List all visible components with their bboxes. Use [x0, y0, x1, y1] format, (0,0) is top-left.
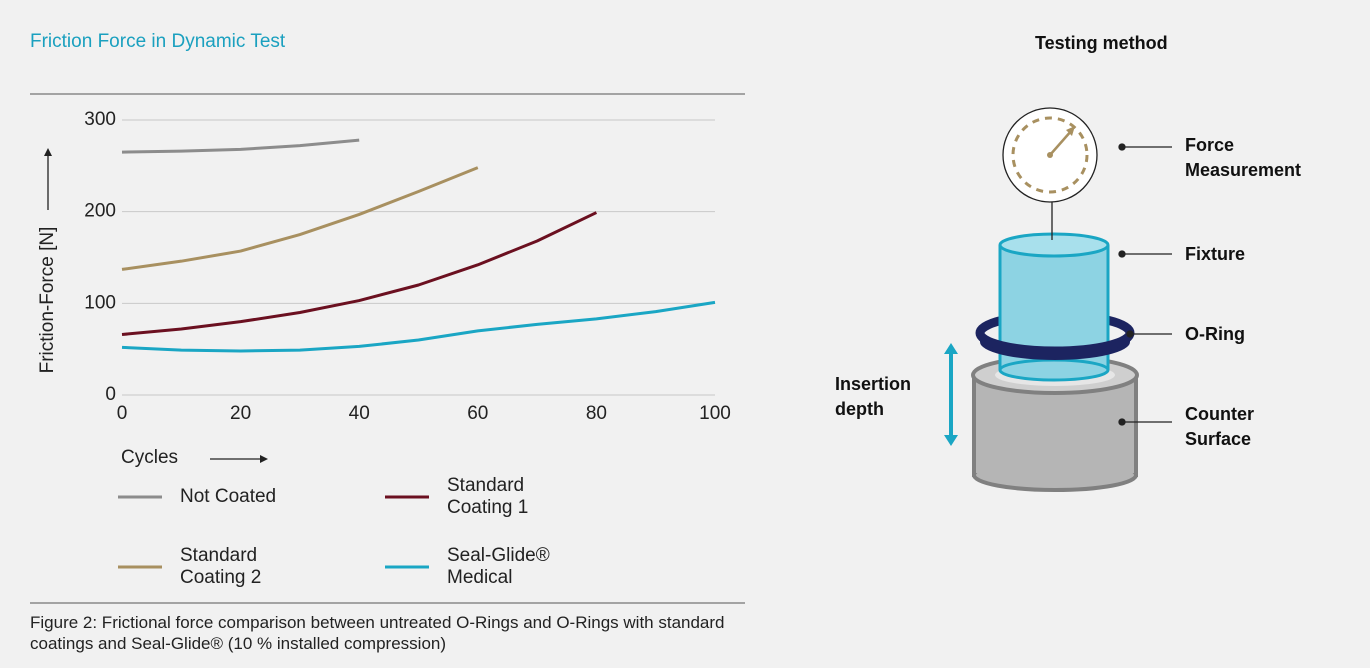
y-tick-label: 100 [84, 292, 116, 313]
diagram-label: O-Ring [1185, 324, 1245, 344]
y-tick-label: 300 [84, 109, 116, 130]
gauge-pivot [1047, 152, 1053, 158]
legend-label: Not Coated [180, 486, 277, 507]
diagram [944, 107, 1172, 492]
y-axis-label: Friction-Force [N] [37, 227, 58, 374]
gauge-needle [1049, 129, 1073, 156]
diagram-label: Force Measurement [1185, 135, 1302, 180]
gauge-needle-head [1066, 126, 1075, 136]
caption: Figure 2: Frictional force comparison be… [30, 613, 725, 653]
y-tick-label: 200 [84, 201, 116, 222]
y-arrow-head [44, 148, 52, 156]
gauge-scale [1011, 116, 1089, 194]
series-line [121, 166, 479, 271]
series-line [121, 300, 716, 353]
depth-arrow-heads [944, 343, 958, 446]
diagram-label: Fixture [1185, 244, 1246, 264]
diagram-label: Insertion depth [835, 374, 912, 419]
fixture-top [998, 232, 1110, 258]
x-tick-label: 0 [117, 403, 128, 424]
series-line [121, 211, 598, 336]
x-tick-label: 60 [467, 403, 488, 424]
x-tick-label: 80 [586, 403, 607, 424]
fixture-bottom [998, 358, 1110, 382]
y-tick-label: 0 [105, 384, 116, 405]
diagram-label: Counter Surface [1185, 404, 1254, 449]
fixture-upper [1000, 245, 1108, 330]
legend-label: Standard Coating 2 [180, 545, 262, 588]
o-ring [980, 333, 1130, 360]
x-arrow-head [260, 455, 268, 463]
leaders [1118, 143, 1172, 426]
x-tick-label: 20 [230, 403, 251, 424]
x-tick-label: 40 [349, 403, 370, 424]
legend-label: Standard Coating 1 [447, 475, 529, 518]
diagram-title: Testing method [1035, 33, 1168, 53]
legend-label: Seal-Glide® Medical [447, 545, 550, 588]
chart-title: Friction Force in Dynamic Test [30, 31, 286, 52]
x-tick-label: 100 [699, 403, 731, 424]
series-line [121, 138, 360, 154]
x-axis-label: Cycles [121, 447, 178, 468]
